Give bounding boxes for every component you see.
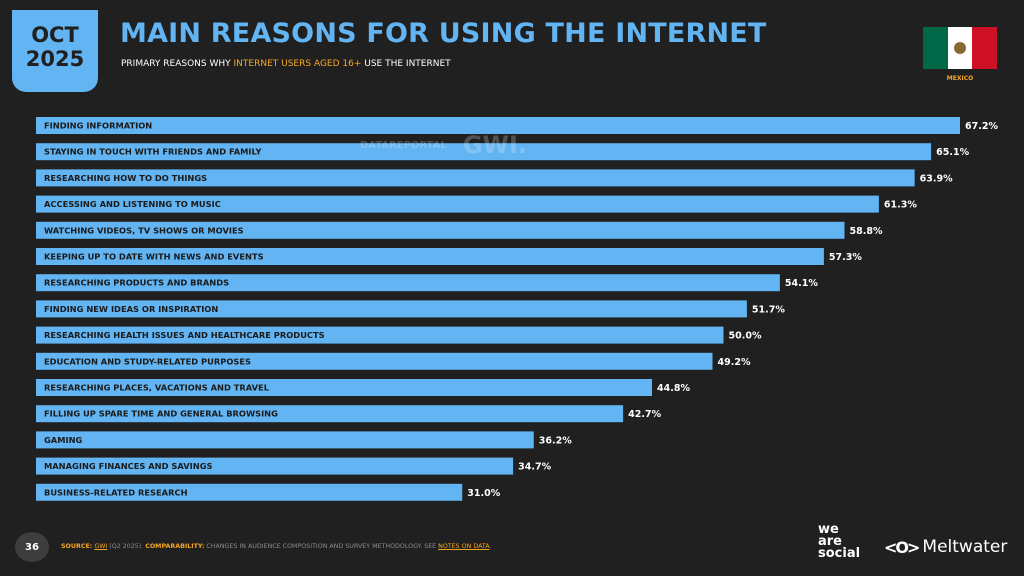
comparability-key: COMPARABILITY: [145,543,205,550]
subtitle-start: PRIMARY REASONS WHY [121,59,234,69]
bar-value-label: 51.7% [752,304,785,315]
badge-year: 2025 [25,47,85,71]
page-number: 36 [15,532,49,562]
bar [36,379,652,396]
bar-category-label: RESEARCHING PLACES, VACATIONS AND TRAVEL [44,383,270,393]
bar-value-label: 67.2% [965,121,998,132]
bar-value-label: 49.2% [718,357,751,368]
bar-category-label: FINDING NEW IDEAS OR INSPIRATION [44,304,218,314]
watermark: DATAREPORTAL GWI. [360,131,527,159]
notes-on-data-link[interactable]: NOTES ON DATA [438,543,490,550]
bar-value-label: 50.0% [729,331,762,342]
datareportal-watermark: DATAREPORTAL [360,139,447,151]
bar-category-label: FINDING INFORMATION [44,121,152,131]
flag-emblem-icon [954,42,966,54]
bar [36,326,724,344]
gwi-watermark: GWI. [462,131,528,159]
bar-value-label: 65.1% [936,147,969,158]
bar-category-label: RESEARCHING HOW TO DO THINGS [44,173,207,183]
badge-month: OCT [31,23,79,47]
bar-category-label: EDUCATION AND STUDY-RELATED PURPOSES [44,356,251,366]
source-footnote: SOURCE: GWI (Q2 2025). COMPARABILITY: CH… [61,543,491,550]
bar [36,221,845,239]
bar [36,405,624,423]
source-text: (Q2 2025). [107,543,146,550]
bar-value-label: 44.8% [657,383,690,394]
meltwater-logo: <O> Meltwater [884,537,1007,557]
bar-category-label: RESEARCHING PRODUCTS AND BRANDS [44,278,229,288]
comparability-text: CHANGES IN AUDIENCE COMPOSITION AND SURV… [204,543,439,550]
country-label: MEXICO [946,75,974,82]
bar [36,117,960,134]
bar-category-label: BUSINESS-RELATED RESEARCH [44,487,188,497]
bar [36,195,879,213]
bar-value-label: 42.7% [628,409,661,420]
page-subtitle: PRIMARY REASONS WHY INTERNET USERS AGED … [121,59,451,69]
bar [36,431,534,449]
bar-value-label: 54.1% [785,278,818,289]
bar [36,274,780,292]
footnote-end: . [489,543,492,550]
logo-line-2: are [818,534,843,549]
subtitle-highlight: INTERNET USERS AGED 16+ [233,59,362,69]
bar-value-label: 58.8% [850,226,883,237]
bar [36,248,824,265]
page-title: MAIN REASONS FOR USING THE INTERNET [120,18,767,49]
bar-category-label: STAYING IN TOUCH WITH FRIENDS AND FAMILY [44,147,262,157]
bar [36,352,713,370]
bar-category-label: KEEPING UP TO DATE WITH NEWS AND EVENTS [44,252,264,262]
bar-value-label: 31.0% [467,488,500,499]
bar-value-label: 63.9% [920,173,953,184]
meltwater-wordmark: Meltwater [922,537,1008,557]
bar-value-label: 61.3% [884,200,917,211]
bar-category-label: MANAGING FINANCES AND SAVINGS [44,461,213,471]
bar-value-label: 57.3% [829,252,862,263]
subtitle-end: USE THE INTERNET [361,59,451,69]
bar [36,483,463,501]
bar [36,300,747,318]
meltwater-mark-icon: <O> [884,537,920,557]
bar [36,143,932,161]
source-link[interactable]: GWI [94,543,108,550]
source-key: SOURCE: [61,543,93,550]
we-are-social-logo: we are social [818,522,861,561]
date-badge: OCT 2025 [12,10,98,92]
bar [36,457,514,475]
bar-category-label: GAMING [44,435,83,445]
bar-value-label: 36.2% [539,435,572,446]
bar [36,169,915,187]
logo-line-3: social [818,546,861,561]
bar-value-label: 34.7% [518,462,551,473]
bar-category-label: FILLING UP SPARE TIME AND GENERAL BROWSI… [44,409,278,419]
bar-category-label: ACCESSING AND LISTENING TO MUSIC [44,199,221,209]
logo-line-1: we [818,522,839,537]
mexico-flag-icon [923,27,998,69]
bar-category-label: WATCHING VIDEOS, TV SHOWS OR MOVIES [44,225,244,235]
bar-category-label: RESEARCHING HEALTH ISSUES AND HEALTHCARE… [44,330,325,340]
